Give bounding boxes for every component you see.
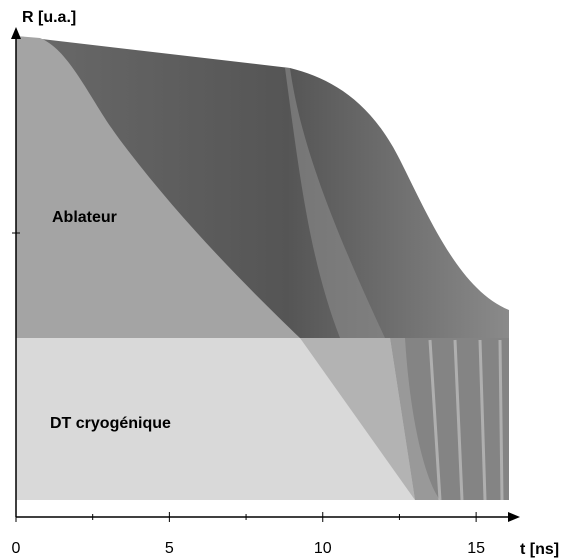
unshocked-ablator bbox=[16, 36, 300, 338]
x-axis-label: t [ns] bbox=[520, 541, 559, 558]
shocked-band bbox=[285, 68, 385, 338]
y-arrow bbox=[11, 27, 21, 39]
edge-fade bbox=[380, 78, 509, 300]
x-tick-label: 0 bbox=[12, 540, 21, 557]
y-axis-label: R [u.a.] bbox=[22, 9, 76, 26]
axes bbox=[11, 27, 520, 522]
dt-stripes bbox=[428, 339, 504, 501]
x-tick-label: 15 bbox=[467, 540, 485, 557]
x-tick-label: 10 bbox=[314, 540, 332, 557]
x-arrow bbox=[508, 512, 520, 522]
annotation: Ablateur bbox=[52, 209, 117, 226]
annotation: DT cryogénique bbox=[50, 415, 171, 432]
dt-shocked bbox=[300, 338, 415, 500]
density-image bbox=[16, 36, 509, 501]
x-tick-label: 5 bbox=[165, 540, 174, 557]
